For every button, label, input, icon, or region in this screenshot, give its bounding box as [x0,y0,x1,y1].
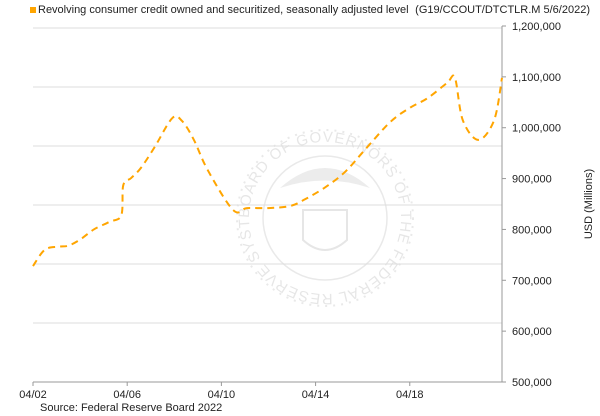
series-id: (G19/CCOUT/DTCTLR.M 5/6/2022) [415,4,590,16]
y-tick-label: 800,000 [512,224,552,236]
y-tick-label: 700,000 [512,275,552,287]
seal-text: BOARD OF GOVERNORS OF THE FEDERAL RESERV… [0,0,413,307]
source-note: Source: Federal Reserve Board 2022 [40,402,223,414]
x-tick-label: 04/14 [302,389,330,401]
seal-shield-icon [302,209,348,251]
legend-swatch [30,7,36,13]
x-tick-label: 04/06 [113,389,141,401]
y-tick-label: 1,000,000 [512,123,561,135]
seal-eagle-icon [280,168,370,188]
y-tick-label: 600,000 [512,326,552,338]
x-tick-label: 04/18 [396,389,424,401]
x-tick-label: 04/02 [19,389,47,401]
y-tick-label: 1,200,000 [512,21,561,33]
legend-label: Revolving consumer credit owned and secu… [38,4,409,16]
seal-watermark: BOARD OF GOVERNORS OF THE FEDERAL RESERV… [0,0,414,307]
y-tick-label: 500,000 [512,377,552,389]
legend: Revolving consumer credit owned and secu… [30,4,409,16]
seal-inner-ring [262,155,388,281]
y-tick-label: 900,000 [512,174,552,186]
x-tick-label: 04/10 [208,389,236,401]
series-line [32,74,503,267]
seal-stars-ring [236,129,414,307]
y-axis-label: USD (Millions) [583,169,595,239]
y-tick-label: 1,100,000 [512,72,561,84]
